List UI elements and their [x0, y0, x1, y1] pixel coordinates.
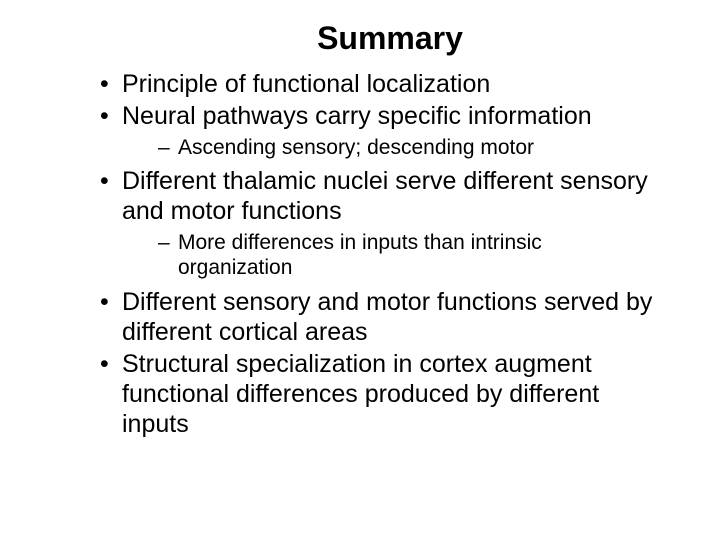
- bullet-text: Different sensory and motor functions se…: [122, 288, 652, 346]
- sub-bullet-text: More differences in inputs than intrinsi…: [178, 231, 542, 279]
- sub-bullet-item: More differences in inputs than intrinsi…: [158, 230, 660, 280]
- bullet-item: Different sensory and motor functions se…: [100, 287, 660, 347]
- bullet-text: Neural pathways carry specific informati…: [122, 102, 592, 130]
- bullet-text: Different thalamic nuclei serve differen…: [122, 167, 648, 225]
- sub-bullet-list: More differences in inputs than intrinsi…: [122, 230, 660, 280]
- bullet-item: Different thalamic nuclei serve differen…: [100, 166, 660, 280]
- bullet-item: Principle of functional localization: [100, 69, 660, 99]
- slide-title: Summary: [120, 20, 660, 57]
- bullet-text: Principle of functional localization: [122, 70, 490, 98]
- sub-bullet-list: Ascending sensory; descending motor: [122, 135, 660, 160]
- bullet-list: Principle of functional localization Neu…: [60, 69, 660, 439]
- bullet-item: Neural pathways carry specific informati…: [100, 101, 660, 160]
- bullet-item: Structural specialization in cortex augm…: [100, 349, 660, 439]
- slide: Summary Principle of functional localiza…: [0, 0, 720, 540]
- sub-bullet-item: Ascending sensory; descending motor: [158, 135, 660, 160]
- sub-bullet-text: Ascending sensory; descending motor: [178, 136, 534, 159]
- bullet-text: Structural specialization in cortex augm…: [122, 350, 599, 438]
